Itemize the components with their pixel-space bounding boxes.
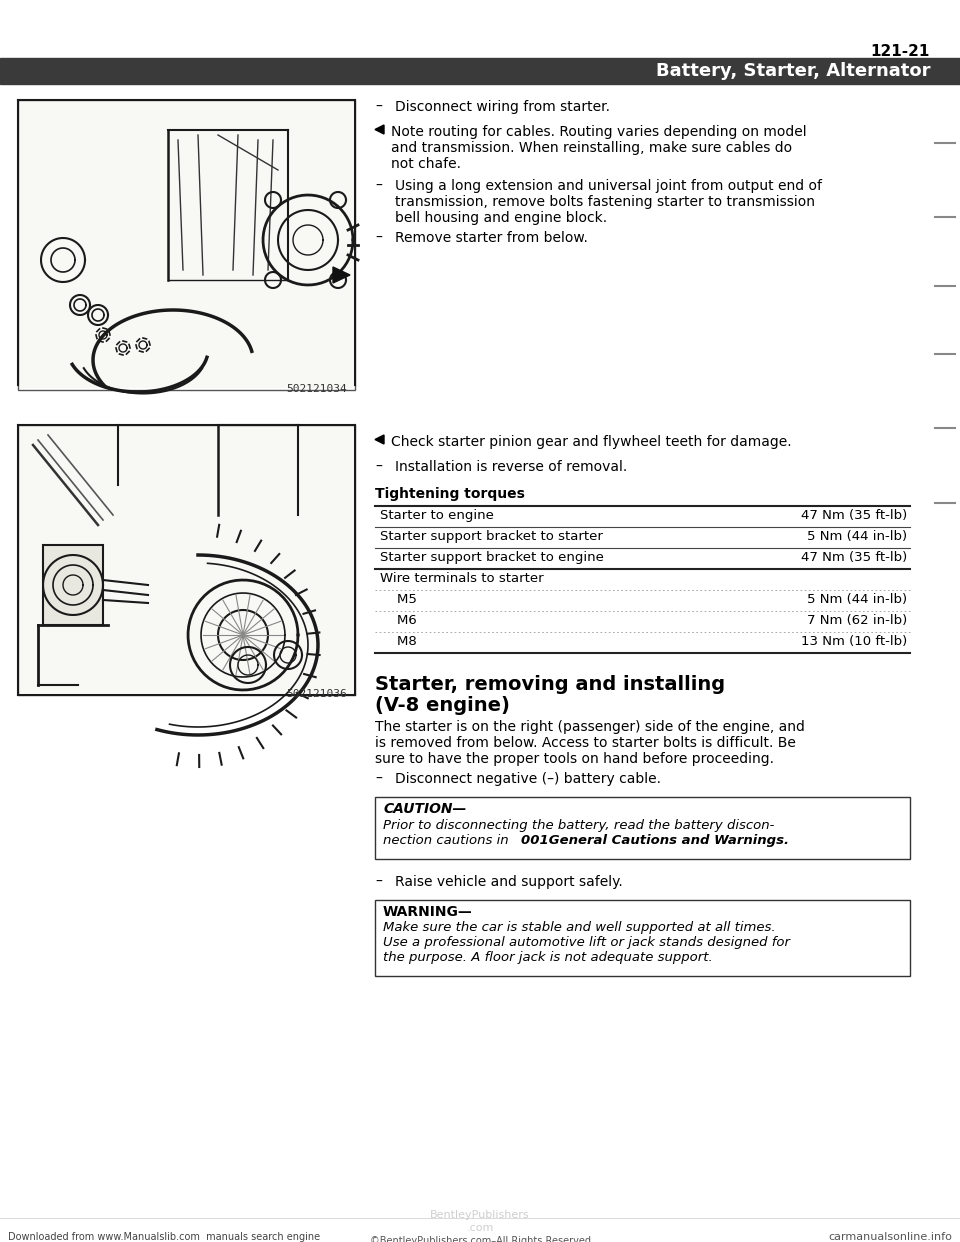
Text: CAUTION—: CAUTION— [383, 802, 467, 816]
Text: WARNING—: WARNING— [383, 905, 472, 919]
Text: The starter is on the right (passenger) side of the engine, and
is removed from : The starter is on the right (passenger) … [375, 720, 804, 766]
Text: 121-21: 121-21 [871, 45, 930, 60]
Text: M5: M5 [380, 592, 417, 606]
Bar [375, 797, 910, 859]
Text: 502121036: 502121036 [286, 689, 347, 699]
Text: Remove starter from below.: Remove starter from below. [395, 231, 588, 245]
Text: Prior to disconnecting the battery, read the battery discon-: Prior to disconnecting the battery, read… [383, 818, 775, 832]
Text: 502121034: 502121034 [286, 384, 347, 394]
Text: Battery, Starter, Alternator: Battery, Starter, Alternator [656, 62, 930, 79]
Text: Make sure the car is stable and well supported at all times.
Use a professional : Make sure the car is stable and well sup… [383, 922, 790, 964]
Text: BentleyPublishers: BentleyPublishers [430, 1210, 530, 1220]
Text: .com: .com [467, 1223, 493, 1233]
Text: 47 Nm (35 ft-lb): 47 Nm (35 ft-lb) [801, 551, 907, 564]
Bar [18, 425, 355, 696]
Text: Starter to engine: Starter to engine [380, 509, 493, 522]
Bar [0, 58, 960, 84]
Text: Installation is reverse of removal.: Installation is reverse of removal. [395, 460, 627, 474]
Text: Downloaded from www.Manualslib.com  manuals search engine: Downloaded from www.Manualslib.com manua… [8, 1232, 320, 1242]
Text: –: – [375, 773, 382, 786]
Text: Note routing for cables. Routing varies depending on model
and transmission. Whe: Note routing for cables. Routing varies … [391, 125, 806, 171]
Text: 001General Cautions and Warnings.: 001General Cautions and Warnings. [521, 833, 789, 847]
Text: 13 Nm (10 ft-lb): 13 Nm (10 ft-lb) [801, 635, 907, 648]
Polygon shape [375, 125, 384, 134]
Text: Disconnect wiring from starter.: Disconnect wiring from starter. [395, 101, 610, 114]
Text: –: – [375, 460, 382, 474]
Text: 5 Nm (44 in-lb): 5 Nm (44 in-lb) [806, 592, 907, 606]
Bar [43, 545, 103, 625]
Text: (V-8 engine): (V-8 engine) [375, 696, 510, 715]
Text: Starter, removing and installing: Starter, removing and installing [375, 674, 725, 694]
Text: 47 Nm (35 ft-lb): 47 Nm (35 ft-lb) [801, 509, 907, 522]
Text: carmanualsonline.info: carmanualsonline.info [828, 1232, 952, 1242]
Text: Wire terminals to starter: Wire terminals to starter [380, 573, 543, 585]
Text: Using a long extension and universal joint from output end of
transmission, remo: Using a long extension and universal joi… [395, 179, 822, 225]
Bar [20, 102, 353, 388]
Text: Tightening torques: Tightening torques [375, 487, 525, 501]
Text: –: – [375, 231, 382, 245]
Text: M8: M8 [380, 635, 417, 648]
Text: M6: M6 [380, 614, 417, 627]
Text: 5 Nm (44 in-lb): 5 Nm (44 in-lb) [806, 530, 907, 543]
Text: Starter support bracket to starter: Starter support bracket to starter [380, 530, 603, 543]
Text: –: – [375, 101, 382, 114]
Polygon shape [375, 435, 384, 443]
Bar [18, 101, 355, 390]
Text: 7 Nm (62 in-lb): 7 Nm (62 in-lb) [806, 614, 907, 627]
Text: –: – [375, 876, 382, 889]
Text: Starter support bracket to engine: Starter support bracket to engine [380, 551, 604, 564]
Polygon shape [333, 267, 350, 283]
Bar [375, 900, 910, 976]
Text: Disconnect negative (–) battery cable.: Disconnect negative (–) battery cable. [395, 773, 661, 786]
Bar [20, 427, 353, 693]
Text: ©BentleyPublishers.com–All Rights Reserved: ©BentleyPublishers.com–All Rights Reserv… [370, 1236, 590, 1242]
Text: Raise vehicle and support safely.: Raise vehicle and support safely. [395, 876, 623, 889]
Text: nection cautions in: nection cautions in [383, 833, 513, 847]
Text: Check starter pinion gear and flywheel teeth for damage.: Check starter pinion gear and flywheel t… [391, 435, 792, 450]
Text: –: – [375, 179, 382, 193]
